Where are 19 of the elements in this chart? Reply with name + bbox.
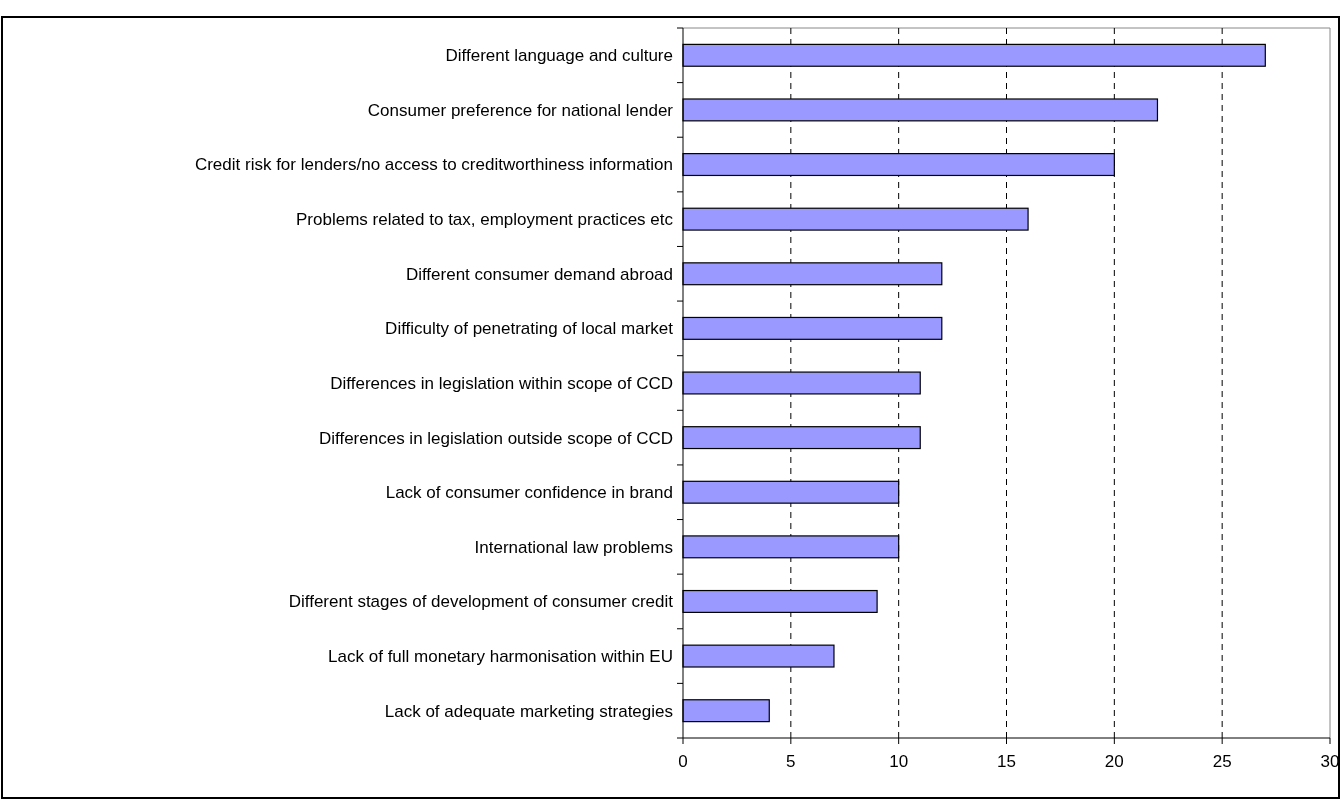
x-tick-label: 15 <box>997 752 1016 771</box>
y-tick-label: Difficulty of penetrating of local market <box>385 319 674 339</box>
x-tick-label: 25 <box>1212 752 1232 771</box>
y-tick-label: Different consumer demand abroad <box>405 264 673 284</box>
y-tick-label: Different language and culture <box>445 46 673 66</box>
y-tick-label: International law problems <box>474 537 673 557</box>
y-tick-label: Lack of full monetary harmonisation within EU <box>328 647 673 667</box>
y-tick-label: Different stages of development of consumer credit <box>288 592 674 612</box>
x-tick-label: 0 <box>678 752 688 771</box>
y-tick-label: Problems related to tax, employment practices etc <box>296 210 674 230</box>
x-tick-label: 10 <box>889 752 909 771</box>
x-tick-label: 5 <box>786 752 796 771</box>
y-tick-label: Differences in legislation outside scope of CCD <box>318 428 673 448</box>
y-tick-label: Lack of consumer confidence in brand <box>385 483 673 503</box>
y-tick-label: Differences in legislation within scope of CCD <box>330 373 673 393</box>
y-tick-label: Credit risk for lenders/no access to creditworthiness information <box>194 155 673 175</box>
y-tick-label: Consumer preference for national lender <box>367 100 674 120</box>
y-tick-label: Lack of adequate marketing strategies <box>384 701 673 721</box>
x-tick-label: 20 <box>1104 752 1124 771</box>
